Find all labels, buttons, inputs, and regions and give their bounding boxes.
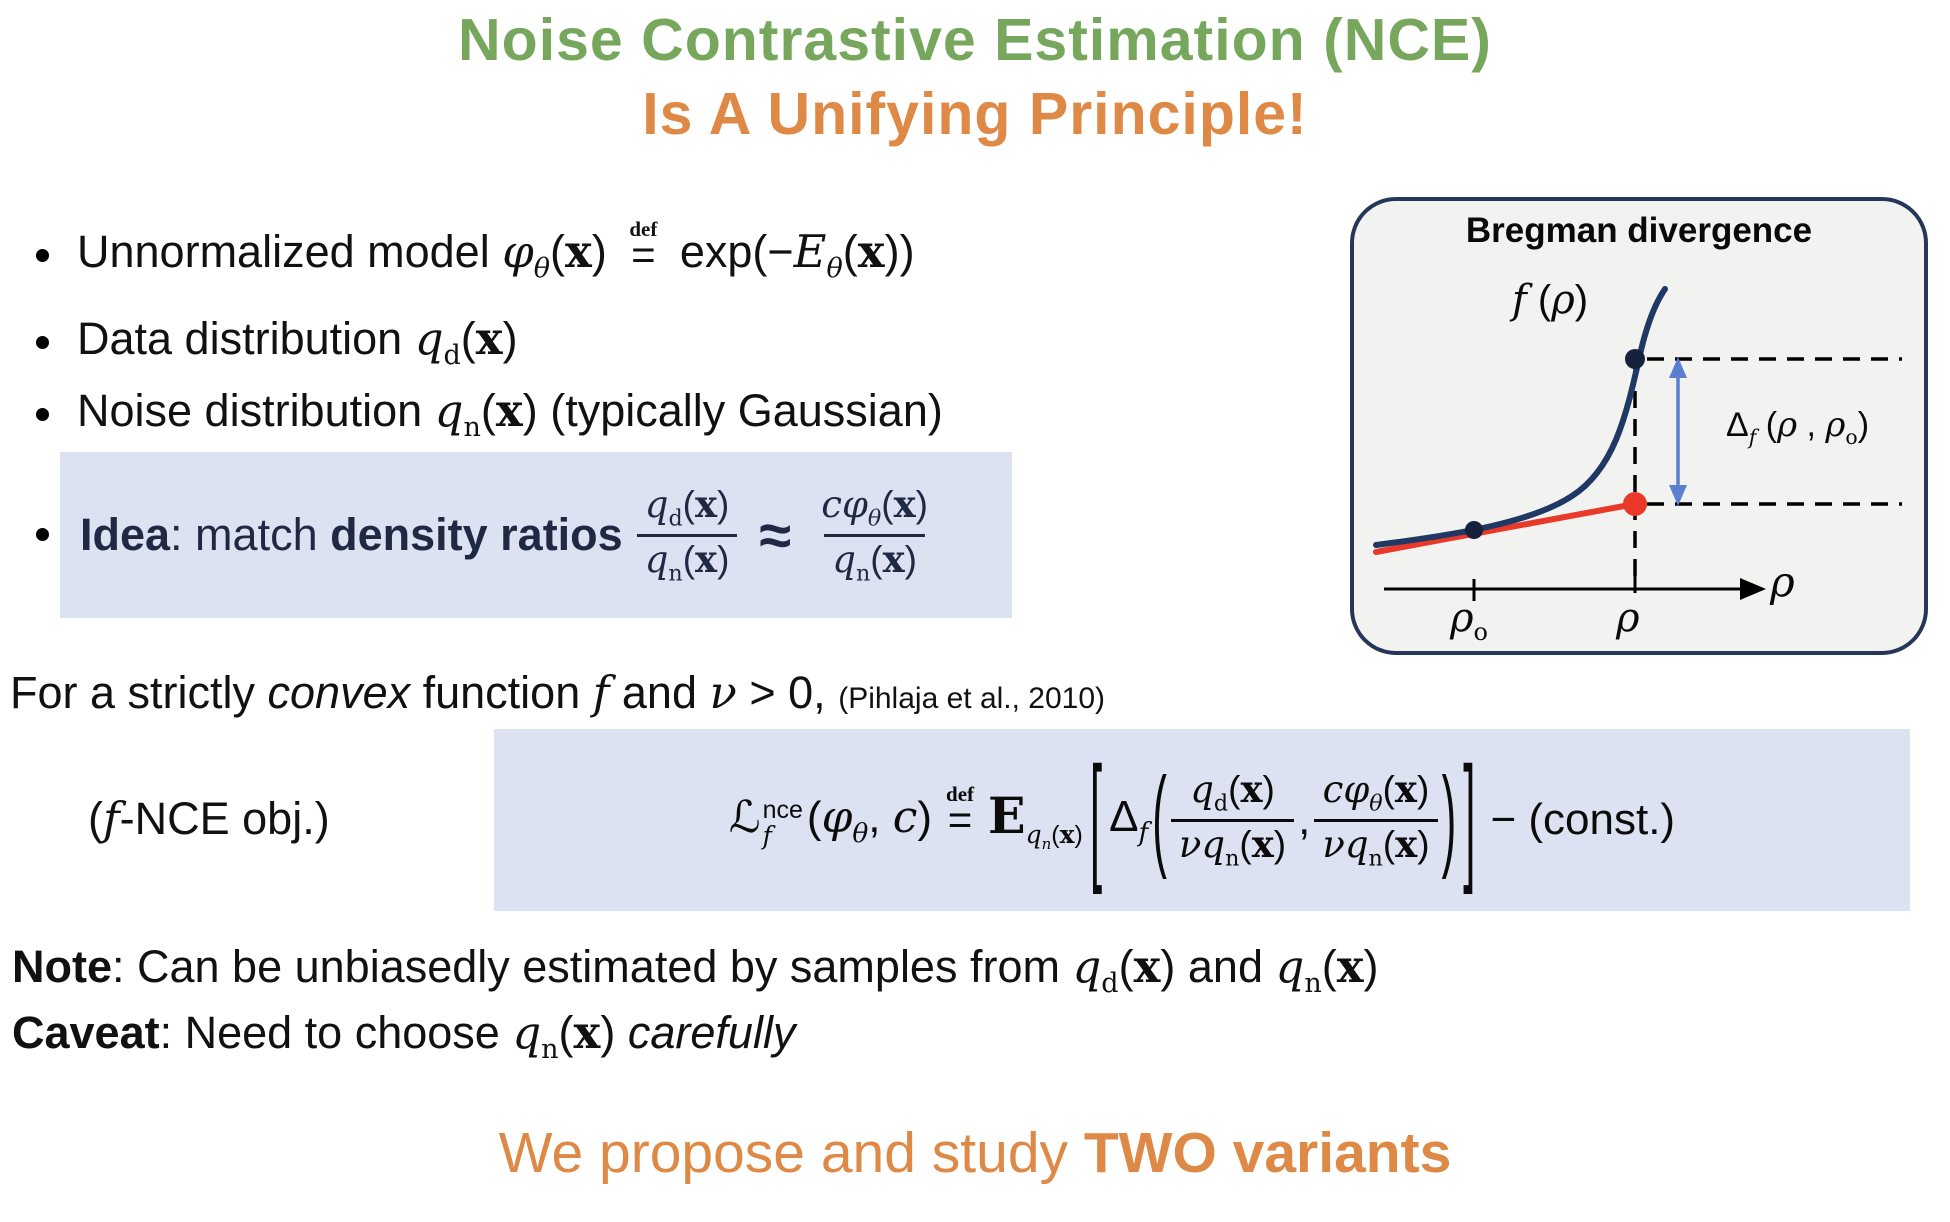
right-bracket: ]	[1463, 740, 1476, 897]
divergence-arrowhead-top	[1669, 357, 1687, 378]
closing-statement: We propose and study TWO variants	[498, 1121, 1452, 1185]
fraction-numerator: cφθ(x)	[821, 482, 928, 532]
bullet-noise-distribution-text: Noise distribution qn(x) (typically Gaus…	[77, 384, 943, 443]
fraction-model-over-scaled-noise: cφθ(x) νqn(x)	[1314, 767, 1438, 873]
caveat-line: Caveat: Need to choose qn(x) carefully	[12, 1006, 796, 1065]
figure-title: Bregman divergence	[1465, 211, 1813, 250]
point-rho-on-tangent	[1623, 492, 1647, 516]
fraction-denominator: qn(x)	[636, 533, 738, 588]
bullet-noise-distribution: Noise distribution qn(x) (typically Gaus…	[36, 385, 943, 443]
idea-label: Idea: match density ratios	[80, 509, 623, 560]
comma-separator: ,	[1298, 795, 1311, 844]
fraction-model-over-noise: cφθ(x) qn(x)	[813, 482, 936, 588]
expectation-symbol: Eqn(x)	[988, 787, 1083, 853]
fraction-denominator: νqn(x)	[1314, 818, 1438, 873]
bullet-data-distribution-text: Data distribution qd(x)	[77, 312, 518, 371]
left-bracket: [	[1089, 740, 1103, 897]
divergence-label: Δf (ρ , ρo)	[1726, 405, 1870, 449]
bullet-dot	[36, 335, 49, 349]
idea-highlight-box: Idea: match density ratios qd(x) qn(x) ≈…	[60, 452, 1012, 618]
fraction-data-over-scaled-noise: qd(x) νqn(x)	[1170, 767, 1295, 873]
slide-title-line2: Is A Unifying Principle!	[642, 81, 1308, 147]
bullet-unnormalized-model: Unnormalized model φθ(x) def = exp(−Eθ(x)…	[36, 217, 915, 284]
bregman-plot	[1373, 286, 1902, 601]
fraction-numerator: qd(x)	[1190, 767, 1275, 817]
fraction-data-over-noise: qd(x) qn(x)	[636, 482, 738, 588]
slide-title-line1: Noise Contrastive Estimation (NCE)	[458, 7, 1492, 73]
convex-condition-text: For a strictly convex function f and ν >…	[10, 666, 826, 719]
approx-symbol: ≈	[759, 502, 792, 568]
tick-label-rho0: ρo	[1450, 595, 1488, 646]
fraction-denominator: qn(x)	[824, 533, 925, 588]
x-axis-label: ρ	[1770, 557, 1795, 606]
convex-condition-line: For a strictly convex function f and ν >…	[10, 666, 1105, 719]
objective-name-label: (f-NCE obj.)	[88, 792, 330, 845]
note-line: Note: Can be unbiasedly estimated by sam…	[12, 940, 1379, 999]
tangent-line	[1373, 501, 1638, 555]
def-equals-symbol: def =	[946, 782, 975, 844]
bullet-unnormalized-model-text: Unnormalized model φθ(x) def = exp(−Eθ(x)…	[77, 217, 915, 284]
left-paren: (	[1152, 756, 1167, 882]
curve-function-label: f (ρ)	[1512, 277, 1589, 323]
bregman-divergence-figure: Bregman divergence f (ρ) Δf (ρ , ρo) ρ ρ…	[1350, 197, 1928, 655]
formula-constant-tail: − (const.)	[1490, 795, 1676, 844]
tick-label-rho: ρ	[1616, 595, 1640, 641]
divergence-arrowhead-bottom	[1669, 485, 1687, 506]
bullet-data-distribution: Data distribution qd(x)	[36, 313, 518, 371]
x-axis-arrowhead	[1740, 578, 1766, 600]
fraction-numerator: qd(x)	[644, 482, 730, 532]
point-rho0-on-curve	[1465, 521, 1483, 539]
bullet-dot	[36, 248, 49, 262]
citation: (Pihlaja et al., 2010)	[838, 682, 1106, 715]
bregman-delta-symbol: Δf	[1109, 792, 1149, 848]
fraction-numerator: cφθ(x)	[1322, 767, 1430, 817]
bullet-dot	[36, 528, 49, 541]
right-paren: )	[1441, 756, 1457, 882]
bullet-dot	[36, 407, 49, 421]
fraction-denominator: νqn(x)	[1170, 818, 1295, 873]
point-rho-on-curve	[1625, 349, 1645, 369]
